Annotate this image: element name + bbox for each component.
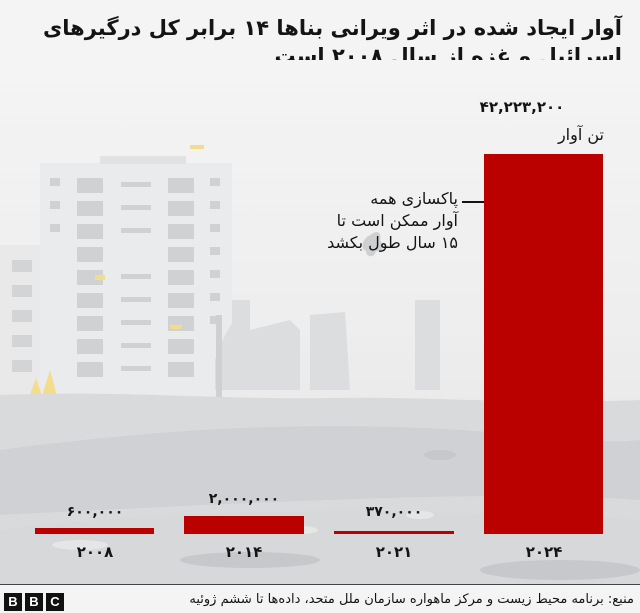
footer-divider	[0, 584, 640, 585]
bbc-logo-letter-b1: B	[4, 593, 22, 611]
source-note: منبع: برنامه محیط زیست و مرکز ماهواره سا…	[189, 592, 634, 607]
value-label-2024: ۴۲,۲۲۳,۲۰۰	[479, 98, 565, 116]
value-label-2021: ۳۷۰,۰۰۰	[365, 504, 423, 520]
bar-2008	[35, 528, 154, 534]
annotation-line-1: پاکسازی همه	[370, 189, 458, 208]
x-tick-2021: ۲۰۲۱	[375, 543, 413, 561]
footer	[0, 585, 640, 613]
x-tick-2014: ۲۰۱۴	[225, 543, 263, 561]
value-label-2008: ۶۰۰,۰۰۰	[66, 504, 124, 520]
annotation-text: پاکسازی همه آوار ممکن است تا ۱۵ سال طول …	[278, 188, 458, 254]
bbc-logo-letter-b2: B	[25, 593, 43, 611]
annotation-line-3: ۱۵ سال طول بکشد	[327, 233, 458, 252]
chart-title-line-1: آوار ایجاد شده در اثر ویرانی بناها ۱۴ بر…	[43, 16, 622, 40]
value-unit-2024: تن آوار	[557, 125, 604, 144]
x-tick-2008: ۲۰۰۸	[76, 543, 114, 561]
value-label-2014: ۲,۰۰۰,۰۰۰	[208, 491, 280, 507]
bbc-logo-letter-c: C	[46, 593, 64, 611]
annotation-line-2: آوار ممکن است تا	[336, 211, 458, 230]
bbc-logo: B B C	[4, 593, 64, 611]
bar-2024	[484, 154, 603, 534]
bar-2014	[184, 516, 304, 534]
bar-2021	[334, 531, 454, 534]
x-tick-2024: ۲۰۲۴	[525, 543, 563, 561]
annotation-leader-line	[462, 201, 484, 203]
